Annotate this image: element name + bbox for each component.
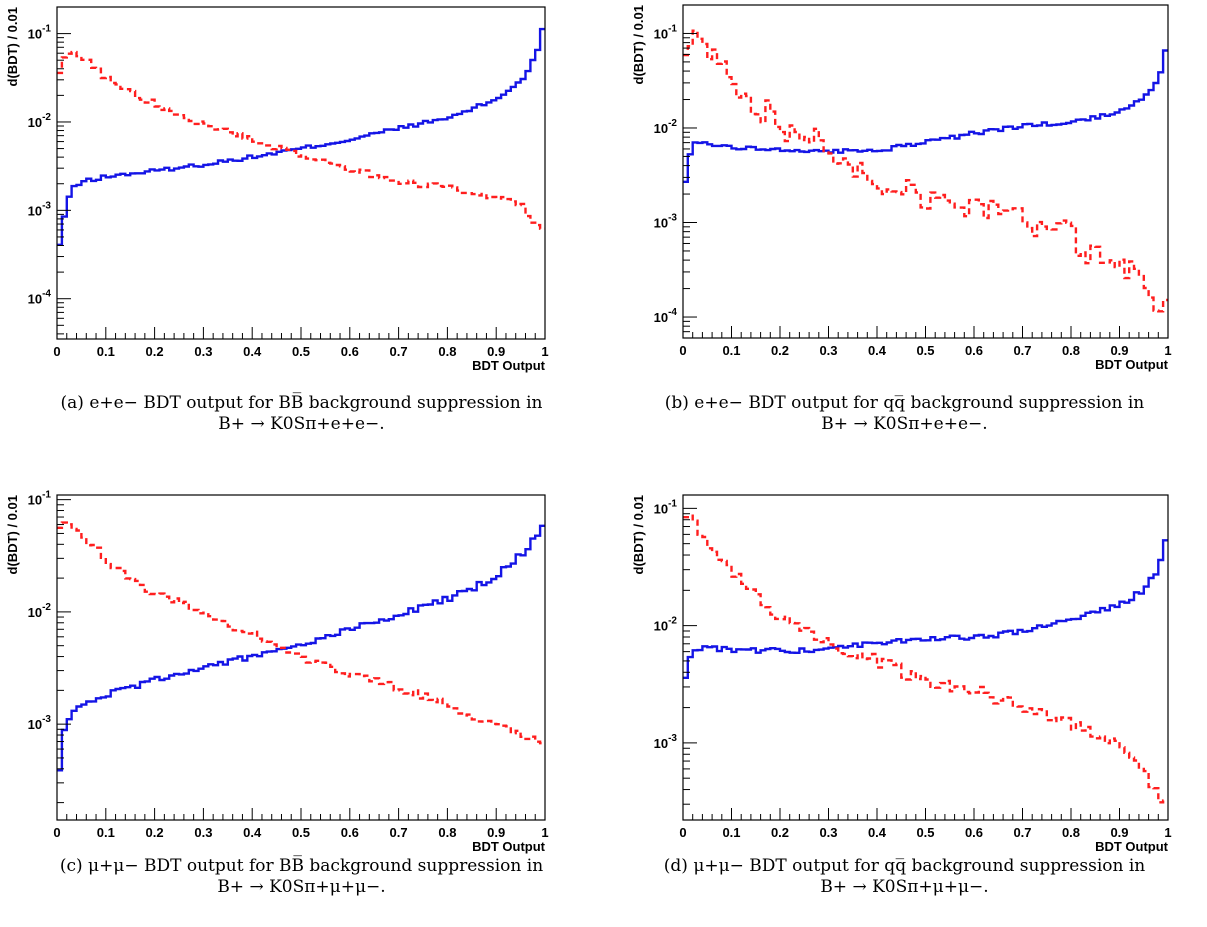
chart-b-svg: 0 0.1 0.2 0.3 0.4 0.5 0.6 0.7 0.8 0.9 1 10-4 10-3 10-… — [631, 4, 1172, 372]
y-axis-label: d(BDT) / 0.01 — [631, 5, 646, 84]
x-tick-label: 1 — [1164, 343, 1171, 358]
y-tick-label: 10-4 — [28, 289, 52, 307]
chart-a-svg: 0 0.1 0.2 0.3 0.4 0.5 0.6 0.7 0.8 0.9 1 10-4 10-3 10-… — [5, 6, 549, 373]
x-tick-label: 0.4 — [868, 343, 887, 358]
x-tick-label: 0.7 — [390, 344, 408, 359]
caption-b-line2: B+ → K0Sπ+e+e−. — [821, 414, 988, 434]
x-axis-label: BDT Output — [472, 839, 546, 854]
x-tick-label: 0.6 — [341, 344, 359, 359]
series-background-line — [57, 50, 545, 230]
caption-c: (c) μ+μ− BDT output for BB̅ background s… — [0, 856, 603, 898]
x-tick-label: 1 — [541, 344, 548, 359]
y-axis-label: d(BDT) / 0.01 — [631, 495, 646, 574]
chart-panel-c: 0 0.1 0.2 0.3 0.4 0.5 0.6 0.7 0.8 0.9 1 10-3 10-2 10-… — [0, 463, 603, 926]
x-tick-label: 0.9 — [487, 344, 505, 359]
y-axis-label: d(BDT) / 0.01 — [5, 7, 20, 86]
y-axis-label: d(BDT) / 0.01 — [5, 495, 20, 574]
series-signal-line — [57, 27, 545, 246]
y-tick-label: 10-2 — [654, 118, 678, 136]
plot-frame — [682, 494, 1169, 821]
x-tick-label: 0.8 — [438, 344, 456, 359]
x-tick-label: 1 — [1164, 825, 1171, 840]
x-tick-label: 0 — [53, 825, 60, 840]
x-tick-label: 0.7 — [390, 825, 408, 840]
x-axis-label: BDT Output — [472, 358, 546, 373]
x-axis-label: BDT Output — [1095, 839, 1169, 854]
x-tick-label: 0.8 — [1062, 343, 1080, 358]
y-tick-label: 10-1 — [28, 490, 52, 508]
x-tick-label: 0.3 — [194, 825, 212, 840]
x-tick-label: 0.8 — [1062, 825, 1080, 840]
x-tick-label: 0.6 — [965, 825, 983, 840]
x-tick-label: 1 — [541, 825, 548, 840]
y-tick-label: 10-3 — [654, 213, 678, 231]
x-tick-label: 0.2 — [146, 825, 164, 840]
chart-c-svg: 0 0.1 0.2 0.3 0.4 0.5 0.6 0.7 0.8 0.9 1 10-3 10-2 10-… — [5, 490, 549, 854]
caption-d: (d) μ+μ− BDT output for qq̅ background s… — [603, 856, 1206, 898]
caption-b-line1: (b) e+e− BDT output for qq̅ background s… — [664, 393, 1145, 413]
x-tick-label: 0.1 — [97, 344, 115, 359]
x-tick-label: 0.8 — [438, 825, 456, 840]
plot-frame — [682, 4, 1169, 339]
caption-c-line1: (c) μ+μ− BDT output for BB̅ background s… — [59, 856, 544, 876]
y-tick-label: 10-3 — [654, 733, 678, 751]
x-tick-label: 0.1 — [722, 343, 740, 358]
chart-panel-a: 0 0.1 0.2 0.3 0.4 0.5 0.6 0.7 0.8 0.9 1 10-4 10-3 10-… — [0, 0, 603, 463]
x-tick-label: 0.4 — [868, 825, 887, 840]
series-background-line — [683, 29, 1168, 313]
series-signal-line — [683, 49, 1168, 183]
x-tick-label: 0.1 — [722, 825, 740, 840]
x-tick-label: 0.2 — [771, 825, 789, 840]
chart-panel-b: 0 0.1 0.2 0.3 0.4 0.5 0.6 0.7 0.8 0.9 1 10-4 10-3 10-… — [603, 0, 1206, 463]
series-background-line — [57, 521, 545, 745]
x-tick-label: 0 — [53, 344, 60, 359]
x-tick-label: 0 — [679, 825, 686, 840]
x-tick-label: 0.3 — [819, 825, 837, 840]
caption-a-line2: B+ → K0Sπ+e+e−. — [218, 414, 385, 434]
series-signal-line — [683, 539, 1168, 679]
x-tick-label: 0.4 — [243, 825, 262, 840]
series-background-line — [683, 514, 1168, 804]
x-tick-label: 0.5 — [292, 825, 310, 840]
chart-d-svg: 0 0.1 0.2 0.3 0.4 0.5 0.6 0.7 0.8 0.9 1 10-3 10-2 10-… — [631, 494, 1172, 854]
x-tick-label: 0.6 — [341, 825, 359, 840]
x-tick-label: 0.9 — [487, 825, 505, 840]
y-tick-label: 10-3 — [28, 714, 52, 732]
y-tick-label: 10-2 — [654, 616, 678, 634]
x-tick-label: 0.3 — [194, 344, 212, 359]
x-tick-label: 0.2 — [771, 343, 789, 358]
series-signal-line — [57, 524, 545, 772]
caption-d-line1: (d) μ+μ− BDT output for qq̅ background s… — [663, 856, 1146, 876]
x-tick-label: 0.7 — [1013, 343, 1031, 358]
x-tick-label: 0.5 — [916, 343, 934, 358]
y-tick-label: 10-2 — [28, 112, 52, 130]
y-tick-label: 10-3 — [28, 200, 52, 218]
caption-b: (b) e+e− BDT output for qq̅ background s… — [603, 393, 1206, 435]
chart-panel-d: 0 0.1 0.2 0.3 0.4 0.5 0.6 0.7 0.8 0.9 1 10-3 10-2 10-… — [603, 463, 1206, 926]
x-tick-label: 0.4 — [243, 344, 262, 359]
caption-c-line2: B+ → K0Sπ+μ+μ−. — [217, 877, 386, 897]
x-tick-label: 0.1 — [97, 825, 115, 840]
x-tick-label: 0.9 — [1110, 343, 1128, 358]
x-tick-label: 0.7 — [1013, 825, 1031, 840]
x-tick-label: 0 — [679, 343, 686, 358]
x-tick-label: 0.5 — [292, 344, 310, 359]
x-tick-label: 0.6 — [965, 343, 983, 358]
x-axis-label: BDT Output — [1095, 357, 1169, 372]
caption-d-line2: B+ → K0Sπ+μ+μ−. — [820, 877, 989, 897]
x-tick-label: 0.5 — [916, 825, 934, 840]
y-tick-label: 10-4 — [654, 307, 678, 325]
x-tick-label: 0.3 — [819, 343, 837, 358]
y-tick-label: 10-1 — [28, 24, 52, 42]
x-tick-label: 0.2 — [146, 344, 164, 359]
y-tick-label: 10-1 — [654, 23, 678, 41]
y-tick-label: 10-1 — [654, 498, 678, 516]
caption-a-line1: (a) e+e− BDT output for BB̅ background s… — [60, 393, 543, 413]
caption-a: (a) e+e− BDT output for BB̅ background s… — [0, 393, 603, 435]
y-tick-label: 10-2 — [28, 602, 52, 620]
x-tick-label: 0.9 — [1110, 825, 1128, 840]
